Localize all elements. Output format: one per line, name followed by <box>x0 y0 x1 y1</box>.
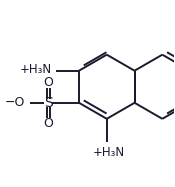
Text: O: O <box>44 117 53 130</box>
Text: +H₃N: +H₃N <box>20 63 52 76</box>
Text: S: S <box>44 96 53 110</box>
Text: O: O <box>44 76 53 89</box>
Text: +H₃N: +H₃N <box>92 146 125 159</box>
Text: −O: −O <box>5 96 25 109</box>
